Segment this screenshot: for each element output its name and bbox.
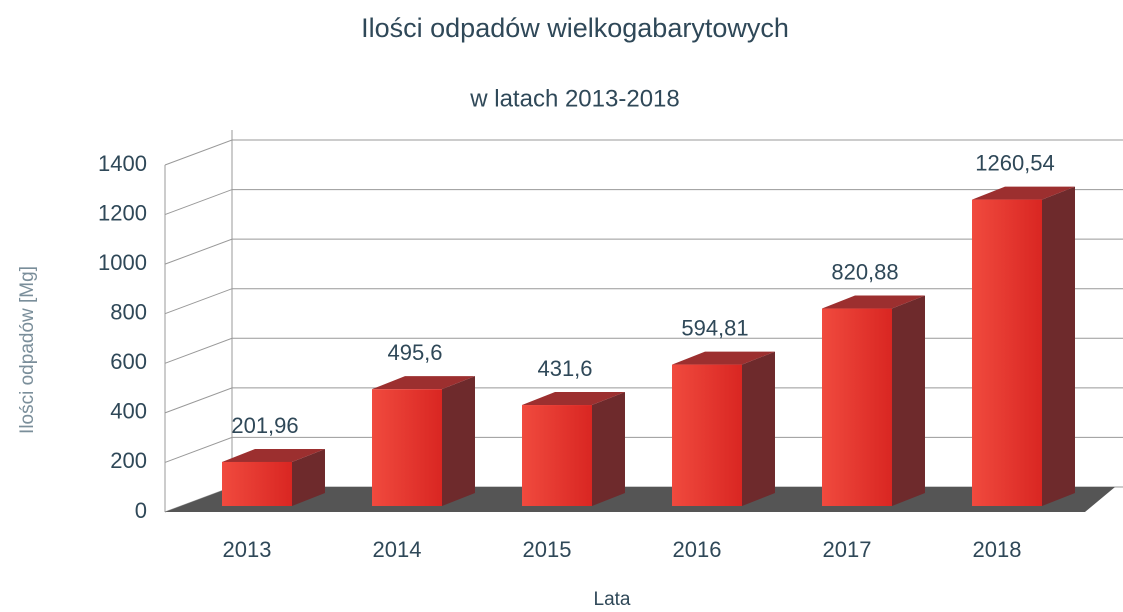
bar-side (892, 295, 925, 506)
y-tick-label: 200 (110, 448, 147, 473)
value-label: 431,6 (537, 356, 592, 381)
bar (222, 461, 292, 506)
bar-side (742, 351, 775, 506)
grid-line (164, 139, 1123, 166)
chart-title: Ilości odpadów wielkogabarytowych (361, 13, 789, 43)
bar-top (222, 448, 325, 462)
bar-top (372, 376, 475, 390)
bar-side (442, 376, 475, 506)
y-tick-label: 600 (110, 349, 147, 374)
grid-line (164, 238, 1123, 265)
y-axis-label: Ilości odpadów [Mg] (17, 266, 38, 434)
value-label: 1260,54 (975, 150, 1055, 175)
chart-subtitle: w latach 2013-2018 (469, 85, 679, 112)
x-tick-label: 2018 (973, 537, 1022, 562)
x-tick-label: 2014 (373, 537, 422, 562)
y-tick-label: 400 (110, 399, 147, 424)
bar-top (672, 351, 775, 365)
grid-line (164, 288, 1123, 315)
x-tick-label: 2016 (673, 537, 722, 562)
bar (672, 364, 742, 506)
y-tick-label: 0 (135, 498, 147, 523)
x-tick-label: 2017 (823, 537, 872, 562)
bar (972, 199, 1042, 506)
x-axis-label: Lata (594, 589, 631, 610)
bar-top (822, 295, 925, 309)
bar (822, 308, 892, 506)
y-tick-label: 1400 (98, 151, 147, 176)
value-label: 820,88 (831, 259, 898, 284)
bar-side (292, 448, 325, 506)
bar-side (592, 392, 625, 506)
bar-top (972, 186, 1075, 200)
value-label: 495,6 (387, 340, 442, 365)
y-tick-label: 1200 (98, 200, 147, 225)
y-tick-label: 800 (110, 300, 147, 325)
value-label: 201,96 (231, 413, 298, 438)
y-tick-label: 1000 (98, 250, 147, 275)
value-label: 594,81 (681, 315, 748, 340)
grid-line (164, 189, 1123, 216)
bar (372, 389, 442, 506)
bar-top (522, 392, 625, 406)
bar (522, 405, 592, 506)
x-tick-label: 2013 (223, 537, 272, 562)
bar-side (1042, 186, 1075, 506)
x-tick-label: 2015 (523, 537, 572, 562)
